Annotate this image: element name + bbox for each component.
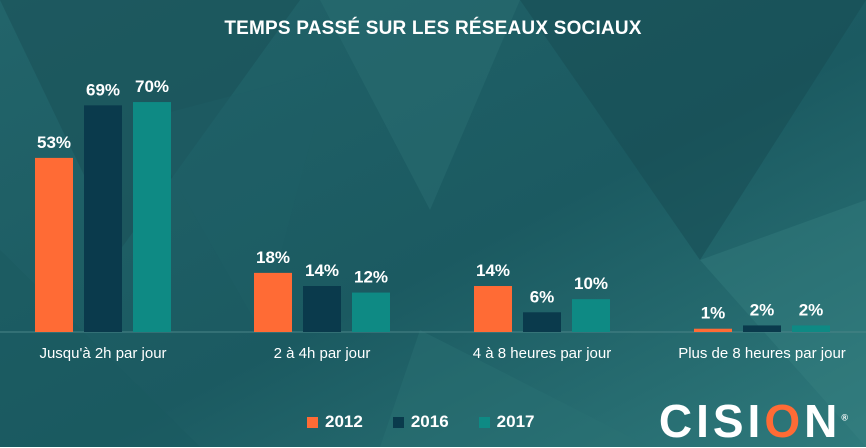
bar-2016-cat-1 (303, 286, 341, 332)
legend-swatch-2017 (478, 416, 490, 428)
category-label-2: 4 à 8 heures par jour (473, 345, 611, 362)
data-label-2017-cat-3: 2% (799, 300, 824, 319)
category-label-3: Plus de 8 heures par jour (678, 345, 846, 362)
data-label-2012-cat-3: 1% (701, 304, 726, 323)
data-label-2016-cat-0: 69% (86, 80, 120, 99)
legend-item-2017: 2017 (478, 412, 535, 432)
data-label-2016-cat-3: 2% (750, 300, 775, 319)
data-label-2016-cat-1: 14% (305, 261, 339, 280)
bar-2017-cat-3 (792, 325, 830, 332)
data-label-2017-cat-2: 10% (574, 274, 608, 293)
bar-2017-cat-2 (572, 299, 610, 332)
data-label-2017-cat-0: 70% (135, 77, 169, 96)
bar-2016-cat-2 (523, 312, 561, 332)
bar-2016-cat-0 (84, 105, 122, 333)
legend-swatch-2012 (307, 416, 318, 428)
legend: 2012 2016 2017 (307, 412, 534, 432)
data-label-2016-cat-2: 6% (530, 287, 555, 306)
chart-title: TEMPS PASSÉ SUR LES RÉSEAUX SOCIAUX (224, 18, 642, 39)
legend-label-2012: 2012 (325, 412, 363, 431)
data-label-2012-cat-1: 18% (256, 248, 290, 267)
bar-2012-cat-2 (474, 286, 512, 332)
bar-2016-cat-3 (743, 325, 781, 332)
data-label-2012-cat-0: 53% (37, 133, 71, 152)
legend-item-2012: 2012 (307, 412, 363, 432)
legend-swatch-2016 (392, 416, 404, 428)
bar-2017-cat-1 (352, 292, 390, 332)
legend-label-2016: 2016 (410, 412, 449, 431)
data-label-2012-cat-2: 14% (476, 261, 510, 280)
bar-2012-cat-3 (694, 328, 732, 332)
cision-logo: CISION® (658, 395, 852, 447)
data-label-2017-cat-1: 12% (354, 268, 388, 287)
bar-2012-cat-0 (35, 157, 73, 332)
legend-item-2016: 2016 (392, 412, 449, 432)
legend-label-2017: 2017 (496, 412, 535, 431)
bar-2017-cat-0 (133, 102, 171, 332)
bar-2012-cat-1 (254, 272, 292, 332)
category-label-0: Jusqu'à 2h par jour (39, 345, 166, 362)
category-label-1: 2 à 4h par jour (274, 345, 371, 362)
